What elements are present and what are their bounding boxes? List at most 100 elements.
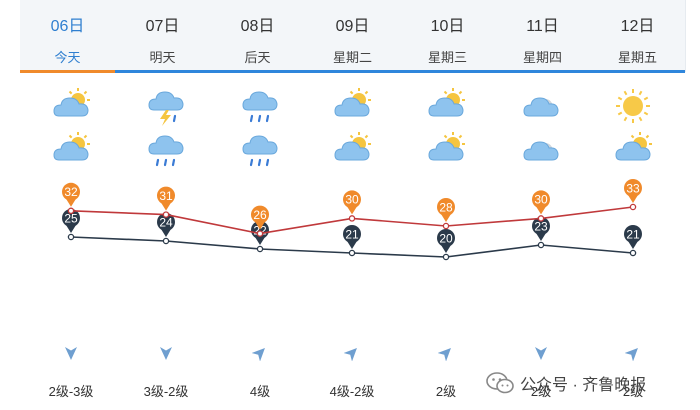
day-date: 10日	[430, 18, 465, 35]
wind-arrow-down-icon	[533, 345, 549, 366]
low-temp-badge	[157, 213, 175, 231]
wechat-icon	[486, 372, 514, 394]
low-temp-badge	[62, 209, 80, 227]
tab-underline	[590, 70, 685, 73]
day-date: 09日	[335, 18, 370, 35]
low-temp-label: 20	[439, 231, 453, 245]
rain-icon	[240, 86, 280, 126]
day-label: 星期二	[332, 50, 372, 65]
low-temp-point	[67, 233, 75, 241]
low-temp-badge-pointer	[161, 229, 171, 237]
tab-underline	[305, 70, 400, 73]
low-temp-badge	[251, 221, 269, 239]
low-temp-badge-pointer	[255, 237, 265, 245]
wind-arrow-up-right-icon	[251, 345, 268, 366]
day-date: 11日	[526, 18, 559, 35]
day-label: 后天	[244, 50, 271, 65]
high-temp-badge-pointer	[628, 195, 638, 203]
wind-level-label: 2级	[622, 384, 644, 399]
high-temp-badge	[157, 186, 175, 205]
day-label: 星期四	[522, 50, 562, 65]
day-tab-0[interactable]: 06日今天	[20, 0, 116, 72]
rain-icon	[146, 130, 186, 170]
high-temp-badge	[62, 182, 80, 201]
low-temp-badge-pointer	[66, 225, 76, 233]
tab-underline	[210, 70, 305, 73]
low-temp-badge-pointer	[536, 233, 546, 241]
high-temp-badge	[437, 198, 455, 216]
low-temp-badge	[624, 225, 642, 243]
high-temp-label: 28	[439, 200, 453, 214]
watermark: 公众号 · 齐鲁晚报	[486, 371, 646, 395]
high-temp-point	[442, 222, 450, 230]
high-temp-badge-pointer	[255, 221, 265, 230]
high-temp-badge-pointer	[66, 198, 76, 207]
day-tab-5[interactable]: 11日星期四	[495, 0, 591, 72]
wind-arrow-down-icon	[63, 345, 79, 366]
day-tab-2[interactable]: 08日 后天	[210, 0, 306, 72]
low-temp-label: 24	[159, 215, 173, 229]
cloudy-sun-icon	[426, 130, 466, 170]
high-temp-badge-pointer	[161, 202, 171, 211]
wind-level-label: 2级	[530, 384, 552, 399]
high-temp-point	[67, 207, 75, 215]
thunder-rain-icon	[146, 86, 186, 126]
day-tab-3[interactable]: 09日星期二	[305, 0, 401, 72]
high-temp-badge	[343, 190, 361, 209]
day-tab-6[interactable]: 12日星期五	[590, 0, 686, 72]
high-temp-point	[256, 230, 264, 237]
day-date: 06日	[50, 18, 85, 35]
low-temp-badge-pointer	[628, 241, 638, 249]
day-label: 今天	[54, 50, 81, 65]
day-date: 12日	[620, 18, 655, 35]
cloudy-icon	[521, 130, 561, 170]
low-temp-point	[348, 249, 356, 257]
cloudy-sun-icon	[51, 86, 91, 126]
cloudy-sun-icon	[332, 86, 372, 126]
low-temp-label: 25	[64, 211, 78, 225]
high-temp-badge-pointer	[347, 206, 357, 215]
high-temp-label: 30	[534, 193, 548, 207]
low-temp-point	[162, 237, 170, 245]
high-temp-badge-pointer	[441, 214, 451, 222]
high-temp-label: 31	[159, 189, 173, 203]
day-tab-4[interactable]: 10日星期三	[400, 0, 496, 72]
tab-underline	[400, 70, 495, 73]
active-tab-underline	[20, 70, 115, 73]
date-header: 06日 今天 07日 明天 08日 后天 09日 星期二 10日 星期三 11日 星期四 12日 星期五	[0, 0, 700, 74]
high-temp-badge	[624, 179, 642, 197]
high-temp-badge	[251, 205, 269, 224]
low-temp-badge	[532, 217, 550, 235]
high-temp-point	[537, 215, 545, 222]
high-temp-label: 32	[64, 185, 78, 199]
weather-icons-row	[0, 80, 700, 180]
wind-level-label: 3级-2级	[143, 384, 189, 399]
high-temp-label: 30	[345, 193, 359, 207]
low-temp-label: 21	[626, 227, 640, 241]
low-temp-label: 21	[345, 227, 359, 241]
low-temp-badge-pointer	[441, 245, 451, 253]
low-temp-badge-pointer	[347, 241, 357, 249]
low-temp-point	[537, 241, 545, 249]
low-temp-badge	[437, 229, 455, 247]
low-temp-point	[442, 253, 450, 261]
tab-underline	[115, 70, 210, 73]
low-temp-point	[256, 245, 264, 253]
low-temp-point	[629, 249, 637, 257]
low-temp-badge	[343, 225, 361, 243]
high-temp-badge-pointer	[536, 206, 546, 215]
day-label: 星期三	[427, 50, 467, 65]
high-temp-point	[629, 203, 637, 211]
day-label: 星期五	[617, 50, 657, 65]
cloudy-sun-icon	[426, 86, 466, 126]
cloudy-icon	[521, 86, 561, 126]
cloudy-sun-icon	[51, 130, 91, 170]
wind-level-label: 2级-3级	[48, 384, 94, 399]
day-date: 07日	[145, 18, 180, 35]
wind-level-label: 2级	[435, 384, 457, 399]
wind-arrow-up-right-icon	[437, 345, 454, 366]
high-temp-point	[162, 211, 170, 218]
high-temp-badge	[532, 190, 550, 209]
cloudy-sun-icon	[613, 130, 653, 170]
